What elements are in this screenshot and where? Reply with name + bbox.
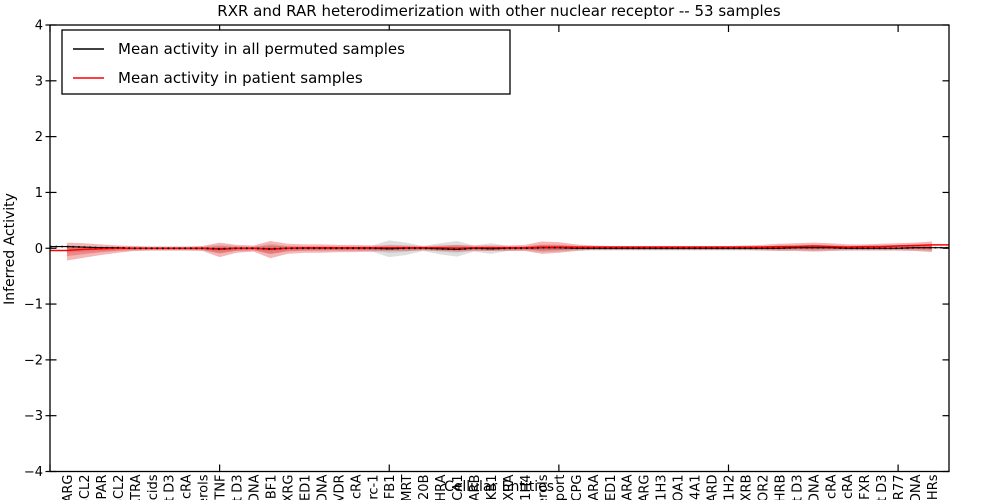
x-category-label: mol:Bile acids xyxy=(146,474,161,500)
x-category-label: NR1H2 xyxy=(722,475,737,501)
patient-samples-band xyxy=(66,240,933,261)
x-category-label: mol:9cRA xyxy=(180,474,195,500)
x-category-label: RXRs/FXR xyxy=(858,475,873,501)
x-category-label: VDR/Vit D3/DNA xyxy=(248,474,263,500)
chart-title: RXR and RAR heterodimerization with othe… xyxy=(217,2,781,20)
x-category-label: NR1H3 xyxy=(655,475,670,501)
x-category-label: RXRs/VDR/DNA/Vit D3 xyxy=(790,475,805,501)
y-tick-label: 2 xyxy=(35,130,43,145)
x-category-label: RARs/THRs/DNA/SMRT xyxy=(400,474,415,500)
x-category-label: NCOA1 xyxy=(672,475,687,501)
y-tick-labels: 4 3 2 1 0 −1 −2 −3 −4 xyxy=(24,19,43,481)
x-category-label: TNF xyxy=(214,475,229,501)
x-category-label: RARs/RARs/DNA/9cRA xyxy=(841,474,856,500)
x-category-label: RXRs/NUR77 xyxy=(892,475,907,501)
x-category-label: TGFB1 xyxy=(383,475,398,501)
y-axis-label: Inferred Activity xyxy=(2,193,18,305)
x-category-label: mol:ATRA xyxy=(129,474,144,500)
x-category-label: cholesterol transport xyxy=(553,475,568,501)
x-category-label: RXRs/PPAR/9cRA/PGJ2/DNA xyxy=(807,474,822,500)
y-tick-label: −4 xyxy=(24,465,43,480)
x-category-label: VDR xyxy=(332,475,347,501)
y-tick-label: 1 xyxy=(35,186,43,201)
x-category-label: RXRA xyxy=(502,474,517,500)
y-tick-label: 0 xyxy=(35,242,43,257)
x-category-label: SREBF1 xyxy=(265,475,280,501)
x-category-label: RXRs/LXRs/DNA xyxy=(909,474,924,500)
y-tick-label: −1 xyxy=(24,298,43,313)
x-category-label: RARB xyxy=(468,475,483,501)
x-category-label: RXRG xyxy=(281,475,296,501)
mean-lines xyxy=(50,244,949,252)
x-category-label: VDR/VDR/DNA xyxy=(315,474,330,500)
x-category-label: RARA xyxy=(621,474,636,500)
x-category-label: ABCA1 xyxy=(451,475,466,501)
x-category-label: RARs/THRs xyxy=(926,474,941,500)
x-category-label: VDR/VDR/Vit D3 xyxy=(231,475,246,501)
x-category-label: PPARG xyxy=(61,475,76,501)
x-category-label: FAM120B xyxy=(417,475,432,501)
x-category-label: RXRs/FXR/9cRA/MED1 xyxy=(298,475,313,501)
x-category-label: RARs/VDR/DNA/Vit D3 xyxy=(875,475,890,501)
x-category-label: RXRs/NUR77/BCL2 xyxy=(112,475,127,501)
x-category-label: RXRs/PPAR xyxy=(95,475,110,501)
x-category-label: PPARD xyxy=(706,475,721,501)
x-category-label: NR4A1 xyxy=(689,475,704,501)
y-tick-label: −3 xyxy=(24,409,43,424)
legend-label-patient: Mean activity in patient samples xyxy=(118,69,363,87)
x-category-label: mol:Oxysterols xyxy=(197,474,212,500)
x-category-label: mol:Vit D3 xyxy=(163,475,178,501)
x-category-label: MED1 xyxy=(604,475,619,501)
x-category-label: NCOR2 xyxy=(756,475,771,501)
legend-box xyxy=(61,29,511,95)
x-category-label: RXR alpha/CCPG xyxy=(570,475,585,501)
x-category-labels: PPARGBCL2RXRs/PPARRXRs/NUR77/BCL2mol:ATR… xyxy=(61,474,941,504)
x-category-label: THRA xyxy=(434,474,449,500)
legend: Mean activity in all permuted samples Me… xyxy=(61,29,511,95)
y-tick-label: 3 xyxy=(35,74,43,89)
x-category-label: RXRs/LXRs/DNA/9cRA xyxy=(349,474,364,500)
y-tick-label: −2 xyxy=(24,353,43,368)
x-category-label: RPS6KB1 xyxy=(485,475,500,501)
x-category-label: RXRs/RXRs/DNA/9cRA xyxy=(824,474,839,500)
x-category-label: RXRB xyxy=(739,475,754,501)
permuted-mean-dotted-line xyxy=(50,245,949,251)
x-category-label: RARs/THRs/DNA/Src-1 xyxy=(366,475,381,501)
axis-ticks xyxy=(45,24,949,473)
legend-label-permuted: Mean activity in all permuted samples xyxy=(118,40,405,58)
x-category-label: RXRs/LXRs/DNA/Oxysterols xyxy=(536,474,551,500)
x-category-label: PPARA xyxy=(587,474,602,500)
x-category-label: THRB xyxy=(773,475,788,501)
x-category-label: RARG xyxy=(638,475,653,501)
x-category-label: NR1H4 xyxy=(519,475,534,501)
x-axis-label: Cellular Entities xyxy=(444,479,554,495)
x-category-label: BCL2 xyxy=(78,475,93,501)
y-tick-label: 4 xyxy=(35,19,43,34)
